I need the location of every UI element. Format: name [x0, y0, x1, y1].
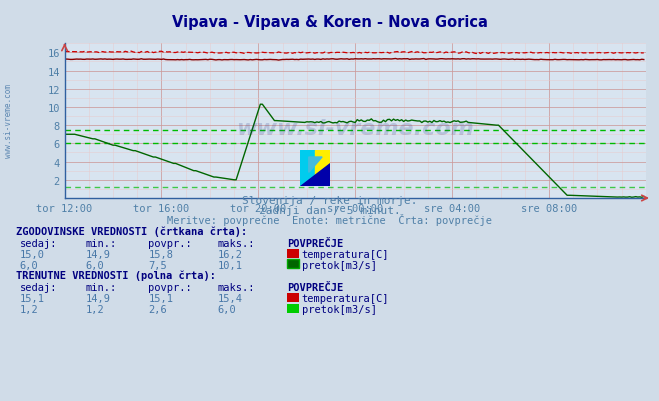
Text: Meritve: povprečne  Enote: metrične  Črta: povprečje: Meritve: povprečne Enote: metrične Črta:…: [167, 213, 492, 225]
Text: sedaj:: sedaj:: [20, 283, 57, 293]
Text: min.:: min.:: [86, 239, 117, 249]
Text: 6,0: 6,0: [86, 260, 104, 270]
Text: maks.:: maks.:: [217, 283, 255, 293]
Text: 1,2: 1,2: [20, 304, 38, 314]
Text: TRENUTNE VREDNOSTI (polna črta):: TRENUTNE VREDNOSTI (polna črta):: [16, 270, 216, 281]
Text: povpr.:: povpr.:: [148, 239, 192, 249]
Text: min.:: min.:: [86, 283, 117, 293]
Text: 14,9: 14,9: [86, 294, 111, 304]
Text: 15,1: 15,1: [148, 294, 173, 304]
Text: 1,2: 1,2: [86, 304, 104, 314]
Text: 6,0: 6,0: [20, 260, 38, 270]
Text: Slovenija / reke in morje.: Slovenija / reke in morje.: [242, 196, 417, 206]
Text: 16,2: 16,2: [217, 249, 243, 259]
Text: pretok[m3/s]: pretok[m3/s]: [302, 304, 377, 314]
Text: ZGODOVINSKE VREDNOSTI (črtkana črta):: ZGODOVINSKE VREDNOSTI (črtkana črta):: [16, 226, 248, 237]
Text: www.si-vreme.com: www.si-vreme.com: [4, 83, 13, 157]
Text: povpr.:: povpr.:: [148, 283, 192, 293]
Text: POVPREČJE: POVPREČJE: [287, 283, 343, 293]
Bar: [300, 150, 315, 186]
Text: 15,1: 15,1: [20, 294, 45, 304]
Text: 10,1: 10,1: [217, 260, 243, 270]
Text: 2,6: 2,6: [148, 304, 167, 314]
Text: Vipava - Vipava & Koren - Nova Gorica: Vipava - Vipava & Koren - Nova Gorica: [171, 15, 488, 30]
Text: maks.:: maks.:: [217, 239, 255, 249]
Text: pretok[m3/s]: pretok[m3/s]: [302, 260, 377, 270]
Text: zadnji dan / 5 minut.: zadnji dan / 5 minut.: [258, 205, 401, 215]
Text: 14,9: 14,9: [86, 249, 111, 259]
Text: 7,5: 7,5: [148, 260, 167, 270]
Polygon shape: [300, 164, 330, 186]
Text: 15,4: 15,4: [217, 294, 243, 304]
Text: www.si-vreme.com: www.si-vreme.com: [237, 119, 474, 139]
Text: 6,0: 6,0: [217, 304, 236, 314]
Text: temperatura[C]: temperatura[C]: [302, 294, 389, 304]
Text: temperatura[C]: temperatura[C]: [302, 249, 389, 259]
Text: 15,8: 15,8: [148, 249, 173, 259]
Text: sedaj:: sedaj:: [20, 239, 57, 249]
Text: POVPREČJE: POVPREČJE: [287, 239, 343, 249]
Text: 15,0: 15,0: [20, 249, 45, 259]
Polygon shape: [309, 158, 322, 173]
Bar: [315, 150, 330, 186]
